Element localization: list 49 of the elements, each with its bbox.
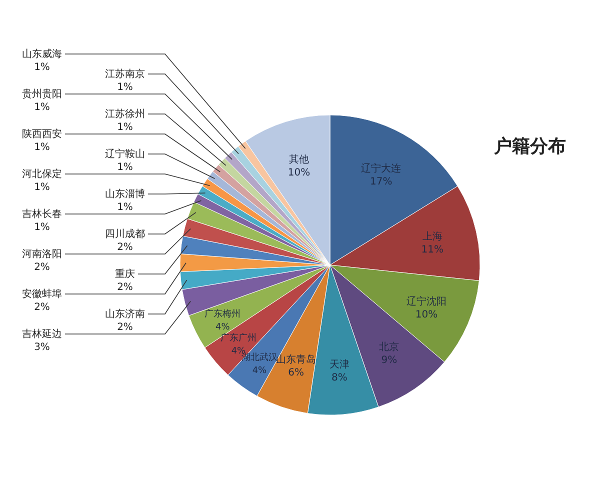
- data-label: 2%: [117, 282, 133, 293]
- slice-label: 吉林长春: [22, 208, 62, 220]
- data-label: 6%: [288, 367, 304, 378]
- slice-label: 上海: [422, 230, 442, 243]
- data-label: 11%: [421, 244, 444, 256]
- slice-label: 河北保定: [22, 168, 62, 180]
- slice-label: 江苏徐州: [105, 108, 145, 120]
- slice-label: 北京: [379, 340, 400, 353]
- slice-label: 河南洛阳: [22, 248, 62, 260]
- slice-label: 重庆: [115, 268, 135, 280]
- slice-label: 辽宁沈阳: [406, 295, 447, 308]
- slice-label: 四川成都: [105, 228, 145, 240]
- data-label: 10%: [415, 309, 438, 320]
- slice-label: 陕西西安: [22, 128, 62, 140]
- data-label: 1%: [117, 122, 133, 133]
- slice-label: 辽宁大连: [361, 162, 402, 174]
- data-label: 1%: [34, 182, 50, 193]
- data-label: 9%: [381, 354, 398, 366]
- data-label: 4%: [252, 366, 268, 376]
- slice-label: 贵州贵阳: [22, 88, 62, 100]
- data-label: 2%: [117, 322, 133, 333]
- data-label: 1%: [34, 222, 50, 233]
- data-label: 1%: [34, 62, 50, 73]
- data-label: 2%: [34, 302, 50, 313]
- slice-label: 江苏南京: [105, 68, 145, 80]
- data-label: 2%: [117, 242, 133, 253]
- data-label: 4%: [216, 322, 230, 333]
- data-label: 3%: [34, 342, 50, 353]
- slice-label: 天津: [329, 358, 350, 371]
- slice-label: 山东威海: [22, 48, 62, 60]
- data-label: 1%: [117, 162, 133, 173]
- slice-label: 山东青岛: [276, 353, 316, 366]
- slice-label: 安徽蚌埠: [22, 288, 62, 300]
- slice-label: 吉林延边: [22, 328, 62, 340]
- data-label: 1%: [34, 142, 50, 153]
- slice-label: 广东广州: [220, 332, 256, 344]
- data-label: 2%: [34, 262, 50, 273]
- slice-label: 广东梅州: [204, 308, 241, 320]
- data-label: 17%: [370, 176, 392, 188]
- data-label: 10%: [288, 168, 310, 179]
- data-label: 8%: [331, 372, 348, 384]
- data-label: 1%: [117, 202, 133, 213]
- text: 户籍分布: [493, 136, 566, 157]
- data-label: 1%: [117, 82, 133, 93]
- slice-label: 其他: [289, 154, 310, 166]
- slice-label: 山东淄博: [105, 188, 145, 200]
- data-label: 1%: [34, 102, 50, 113]
- slice-label: 山东济南: [105, 308, 145, 320]
- slice-label: 辽宁鞍山: [105, 148, 145, 160]
